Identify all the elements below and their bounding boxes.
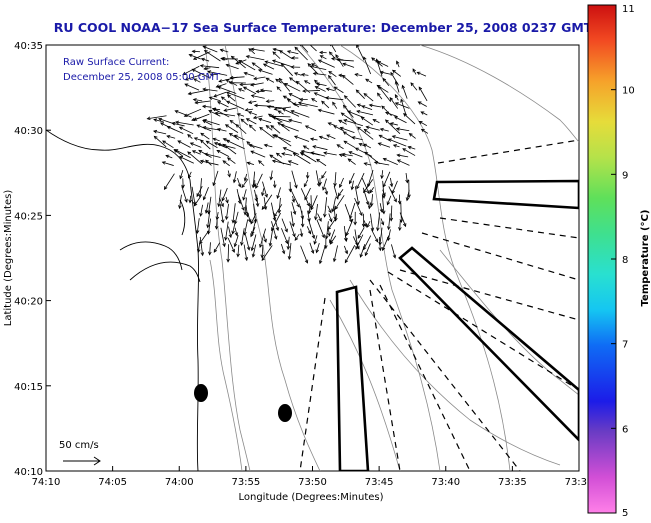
map-frame — [46, 45, 579, 471]
colorbar-tick-label: 7 — [622, 340, 628, 351]
figure-title: RU COOL NOAA−17 Sea Surface Temperature:… — [54, 20, 593, 35]
station-marker — [194, 384, 208, 402]
station-marker — [278, 404, 292, 422]
x-tick-label: 73:55 — [231, 477, 260, 488]
current-vector — [401, 203, 402, 223]
colorbar-tick-label: 10 — [622, 86, 635, 97]
colorbar-tick-label: 9 — [622, 170, 628, 181]
x-tick-label: 74:00 — [165, 477, 194, 488]
current-label: Raw Surface Current: — [63, 57, 169, 68]
colorbar-tick-label: 11 — [622, 4, 635, 15]
colorbar-tick-label: 6 — [622, 424, 628, 435]
x-tick-label: 73:35 — [498, 477, 527, 488]
scale-label: 50 cm/s — [59, 440, 99, 451]
x-tick-label: 74:10 — [32, 477, 61, 488]
x-tick-label: 73:40 — [431, 477, 460, 488]
current-date: December 25, 2008 05:00 GMT — [63, 72, 221, 83]
y-tick-label: 40:35 — [14, 41, 43, 52]
current-vector-head — [305, 41, 308, 44]
x-axis-label: Longitude (Degrees:Minutes) — [238, 492, 383, 503]
x-tick-label: 73:50 — [298, 477, 327, 488]
y-axis: 40:35 40:30 40:25 40:20 40:15 40:10 — [14, 41, 51, 478]
y-tick-label: 40:20 — [14, 297, 43, 308]
y-tick-label: 40:10 — [14, 467, 43, 478]
y-tick-label: 40:25 — [14, 211, 43, 222]
colorbar-tick-label: 8 — [622, 255, 628, 266]
y-tick-label: 40:15 — [14, 382, 43, 393]
y-tick-label: 40:30 — [14, 126, 43, 137]
colorbar-label: Temperature (°C) — [640, 210, 651, 307]
x-tick-label: 73:45 — [365, 477, 394, 488]
x-tick-label: 74:05 — [98, 477, 127, 488]
colorbar-tick-label: 5 — [622, 508, 628, 519]
y-axis-label: Latitude (Degrees:Minutes) — [3, 190, 14, 327]
current-vector — [228, 244, 229, 262]
